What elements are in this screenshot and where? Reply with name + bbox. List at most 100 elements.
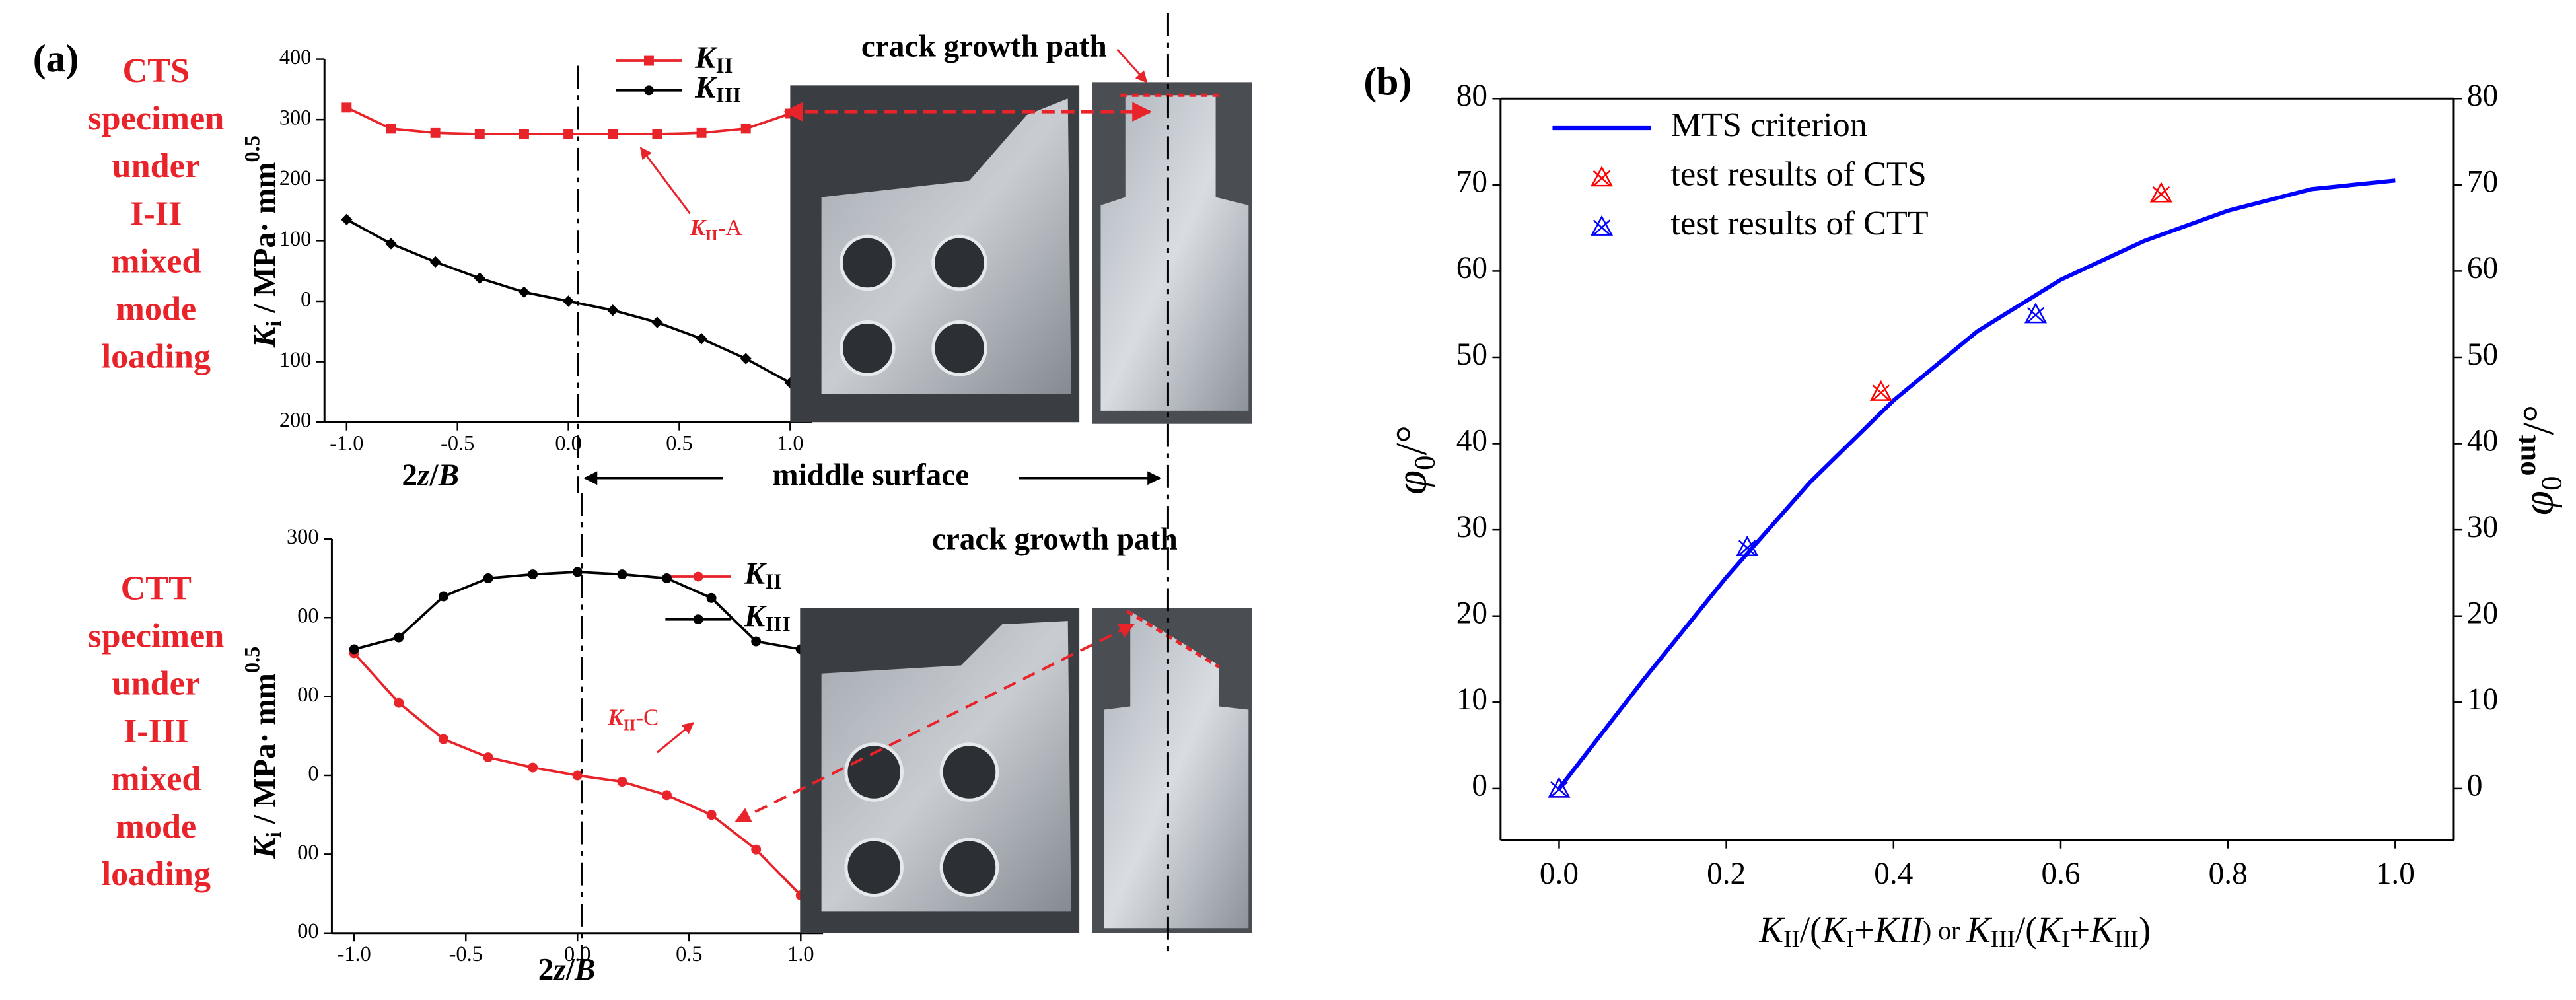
y-tick-label: 200 xyxy=(279,166,312,190)
y-tick-label: 50 xyxy=(1456,338,1487,372)
y-tick-label: 30 xyxy=(1456,510,1487,544)
label-part: K xyxy=(2036,909,2063,949)
y-tick-label: 200 xyxy=(279,408,312,432)
y-tick-label: 100 xyxy=(279,227,312,250)
x-tick-label: 0.0 xyxy=(1540,857,1579,891)
legend-label: KII xyxy=(744,557,782,594)
side-label: CTT xyxy=(121,569,192,607)
point xyxy=(617,777,627,787)
point xyxy=(528,569,538,580)
marker xyxy=(1548,777,1571,798)
cts-photo xyxy=(790,82,1252,424)
y-tick-label: 70 xyxy=(1456,165,1487,199)
x-tick-label: -0.5 xyxy=(441,431,474,454)
label-part: ) xyxy=(2139,909,2151,949)
label-part: KII xyxy=(1874,909,1925,949)
label-part: K xyxy=(248,836,282,859)
legend-label: test results of CTS xyxy=(1671,155,1927,194)
point xyxy=(518,286,530,298)
legend-label: test results of CTT xyxy=(1671,204,1929,242)
photos xyxy=(577,13,1252,973)
y2-tick-label: 60 xyxy=(2467,251,2498,285)
point xyxy=(696,333,707,345)
ctt-photo xyxy=(800,608,1252,933)
side-label: mode xyxy=(116,290,196,328)
label-part: / MPa· mm xyxy=(248,673,282,832)
x-tick-label: 0.2 xyxy=(1707,857,1746,891)
y2-tick-label: 0 xyxy=(2467,769,2483,803)
label-part: B xyxy=(574,952,596,987)
label-part: III xyxy=(2114,926,2139,953)
label-part: K xyxy=(1966,909,1992,949)
point xyxy=(349,644,359,655)
legend-marker xyxy=(1591,215,1614,236)
label-part: /( xyxy=(1800,909,1822,949)
side-label: I-II xyxy=(130,194,182,232)
marker xyxy=(1869,380,1892,401)
x-axis-label: 2z/B xyxy=(402,458,459,493)
arrow xyxy=(734,623,1135,823)
point xyxy=(438,591,448,602)
y-tick-label: 300 xyxy=(287,524,319,548)
point xyxy=(474,272,485,284)
annotation: KII-A xyxy=(690,215,742,244)
x-tick-label: 1.0 xyxy=(777,431,803,454)
y-tick-label: 300 xyxy=(279,106,312,129)
legend-marker xyxy=(693,571,703,582)
label-part: i xyxy=(262,832,285,838)
label-part: / xyxy=(429,458,439,493)
scatter-point xyxy=(1869,380,1892,401)
label-part: III xyxy=(1991,926,2015,953)
panel-label: (a) xyxy=(33,36,79,80)
label-part: B xyxy=(437,458,459,493)
label-part: / xyxy=(565,952,575,987)
label-part: out xyxy=(2509,435,2542,476)
point xyxy=(429,256,441,268)
marker xyxy=(1736,535,1759,556)
y-axis-label: Ki / MPa· mm0.5 xyxy=(240,647,285,859)
series-line xyxy=(1557,178,2396,790)
point xyxy=(341,102,352,113)
label-part: + xyxy=(1854,909,1875,949)
label-part: I xyxy=(2061,926,2069,953)
x-tick-label: 0.0 xyxy=(564,942,590,966)
point xyxy=(572,770,583,781)
point xyxy=(562,295,575,307)
label-part: z xyxy=(552,952,566,987)
y-tick-label: 400 xyxy=(279,45,312,69)
scatter-point xyxy=(2024,303,2048,324)
label-part: /° xyxy=(2514,405,2563,435)
label-part: φ xyxy=(1386,470,1436,495)
x-tick-label: 1.0 xyxy=(2376,857,2415,891)
legend-label: KIII xyxy=(744,600,791,637)
annotation: KII-C xyxy=(607,704,659,734)
y2-tick-label: 20 xyxy=(2467,596,2498,631)
side-label: under xyxy=(112,664,200,703)
side-label: specimen xyxy=(88,99,224,137)
arrow xyxy=(1116,48,1148,83)
label-part: I xyxy=(1846,926,1854,953)
label-part: K xyxy=(248,324,282,348)
marker xyxy=(2024,303,2048,324)
point xyxy=(706,810,717,820)
point xyxy=(341,213,353,226)
point xyxy=(751,636,762,647)
legend-label: MTS criterion xyxy=(1671,106,1867,144)
label-part: 0.5 xyxy=(240,647,264,673)
annotation: crack growth path xyxy=(932,522,1178,557)
y-tick-label: 60 xyxy=(1456,251,1487,285)
x-tick-label: 1.0 xyxy=(787,942,814,966)
point xyxy=(483,752,493,762)
side-label: I-III xyxy=(124,712,189,750)
panel-label: (b) xyxy=(1363,59,1412,103)
y-tick-label: 0 xyxy=(301,287,311,310)
label-part: ) or xyxy=(1923,916,1966,945)
annotation: crack growth path xyxy=(861,29,1107,63)
point xyxy=(572,567,583,577)
y-tick-label: 00 xyxy=(297,840,318,864)
point xyxy=(394,632,404,643)
label-part: φ xyxy=(2514,491,2563,515)
legend-marker xyxy=(693,614,703,625)
marker xyxy=(2149,182,2172,203)
